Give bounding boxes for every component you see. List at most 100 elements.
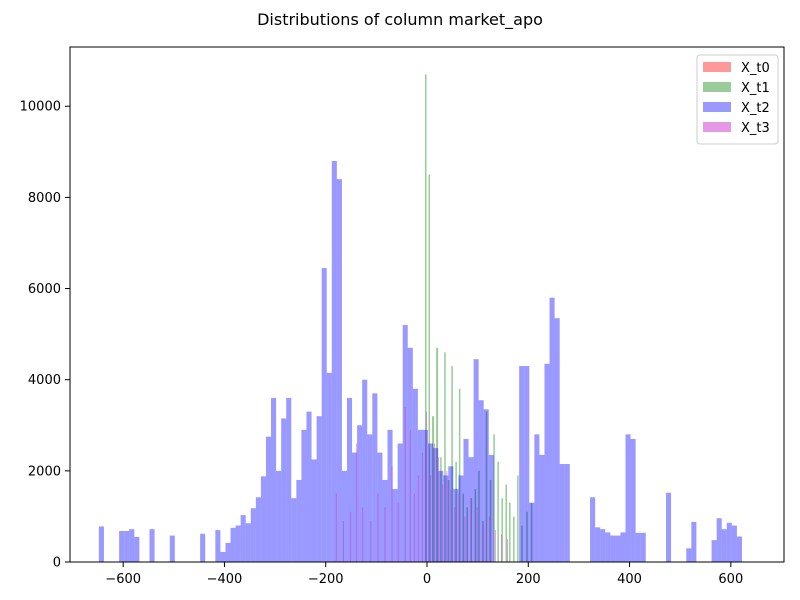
bar-X_t2-92	[736, 536, 742, 562]
bar-X_t2-1	[119, 531, 125, 562]
bar-X_t1-20	[501, 498, 503, 562]
bar-X_t1-2	[432, 416, 435, 562]
bar-X_t2-44	[397, 443, 403, 562]
bar-X_t3-24	[464, 516, 466, 562]
bar-X_t2-78	[615, 535, 621, 562]
bar-X_t1-24	[517, 475, 519, 562]
bar-X_t3-11	[409, 429, 411, 562]
bar-X_t1-4	[440, 457, 442, 562]
bar-X_t2-18	[265, 436, 272, 562]
x-axis-ticks: −600 −400 −200 0 200 400 600	[105, 562, 743, 587]
bar-X_t2-11	[230, 527, 236, 562]
bar-X_t3-18	[438, 457, 440, 562]
chart-title: Distributions of column market_apo	[257, 10, 543, 30]
bar-X_t2-75	[600, 529, 606, 562]
bar-X_t2-20	[276, 470, 282, 562]
bar-X_t3-23	[458, 493, 460, 562]
legend-label-X_t0: X_t0	[741, 61, 770, 76]
bar-X_t2-17	[260, 476, 266, 562]
bar-X_t3-14	[421, 452, 423, 562]
bar-X_t1-17	[489, 479, 492, 562]
bar-X_t3-5	[370, 520, 372, 562]
legend-swatch-X_t2	[703, 102, 731, 112]
bar-X_t1-16	[485, 411, 488, 562]
x-tick-label-5: 400	[617, 572, 642, 587]
bar-X_t2-55	[453, 489, 459, 562]
bar-X_t2-49	[422, 429, 429, 562]
bar-X_t2-59	[473, 359, 479, 562]
bar-X_t2-43	[392, 489, 398, 562]
bar-X_t3-4	[362, 507, 364, 562]
bar-X_t2-33	[341, 470, 347, 562]
bar-X_t1-25	[521, 525, 523, 562]
bar-X_t1-26	[526, 511, 528, 562]
bar-X_t3-10	[404, 407, 406, 562]
bar-X_t2-22	[286, 397, 292, 562]
bar-X_t2-67	[539, 454, 545, 562]
bar-X_t1-6	[447, 479, 450, 562]
bar-X_t2-3	[129, 529, 135, 562]
bar-X_t2-51	[433, 448, 439, 562]
bar-X_t3-26	[476, 507, 478, 562]
bar-X_t1-1	[428, 174, 431, 562]
bar-X_t3-3	[356, 443, 358, 562]
bar-X_t3-30	[500, 534, 502, 562]
bar-X_t3-29	[494, 530, 496, 562]
bar-X_t2-89	[721, 529, 727, 562]
legend-swatch-X_t3	[703, 122, 731, 132]
bar-X_t2-70	[554, 318, 560, 562]
bar-X_t1-13	[474, 489, 477, 562]
legend-swatch-X_t1	[703, 82, 731, 92]
bar-X_t2-52	[438, 470, 444, 562]
bar-X_t2-30	[326, 372, 332, 562]
bar-X_t2-34	[346, 397, 353, 562]
bar-X_t2-65	[529, 502, 535, 562]
bar-X_t2-47	[412, 388, 418, 562]
bar-X_t2-60	[478, 400, 484, 562]
bar-X_t3-27	[482, 525, 484, 562]
bar-X_t1-22	[509, 502, 511, 562]
bar-X_t2-7	[200, 533, 206, 562]
y-tick-label-0: 0	[53, 556, 61, 571]
bar-X_t2-56	[458, 475, 464, 562]
x-tick-label-3: 0	[423, 572, 431, 587]
bar-X_t2-27	[311, 459, 317, 562]
bar-X_t2-4	[134, 536, 140, 562]
bar-X_t2-69	[549, 297, 555, 562]
bar-X_t2-9	[220, 551, 226, 562]
bar-X_t2-12	[235, 525, 241, 562]
legend-swatch-X_t0	[703, 62, 731, 72]
y-tick-label-1: 2000	[28, 464, 61, 479]
bar-X_t1-18	[493, 434, 495, 562]
bar-X_t1-8	[455, 461, 457, 562]
bar-X_t2-15	[250, 508, 256, 562]
bar-X_t3-21	[450, 489, 452, 562]
bar-X_t2-57	[463, 438, 469, 562]
bar-X_t2-86	[691, 521, 697, 562]
bar-X_t2-13	[240, 515, 246, 562]
x-tick-label-2: −200	[308, 572, 344, 587]
bar-X_t2-76	[605, 532, 611, 562]
bar-X_t3-20	[446, 470, 448, 562]
histogram-bars	[98, 74, 742, 563]
bar-X_t2-29	[321, 268, 327, 562]
bar-X_t2-38	[367, 434, 373, 562]
bar-X_t2-84	[666, 492, 672, 562]
bar-X_t2-72	[564, 464, 570, 562]
bar-X_t1-21	[505, 484, 508, 562]
bar-X_t3-6	[377, 493, 379, 562]
bar-X_t3-16	[430, 475, 432, 562]
bar-X_t2-26	[306, 411, 312, 562]
bar-X_t2-39	[372, 393, 378, 562]
bar-X_t1-5	[444, 352, 446, 562]
bar-X_t2-71	[559, 464, 565, 562]
y-tick-label-3: 6000	[28, 282, 61, 297]
bar-X_t2-0	[98, 526, 104, 562]
bar-X_t2-23	[291, 498, 297, 562]
bar-X_t1-10	[462, 493, 464, 562]
y-axis-ticks: 0 2000 4000 6000 8000 10000	[20, 100, 70, 571]
bar-X_t2-90	[726, 522, 732, 562]
bar-X_t2-14	[245, 523, 251, 562]
bar-X_t2-42	[387, 429, 393, 562]
bar-X_t2-53	[443, 475, 449, 562]
